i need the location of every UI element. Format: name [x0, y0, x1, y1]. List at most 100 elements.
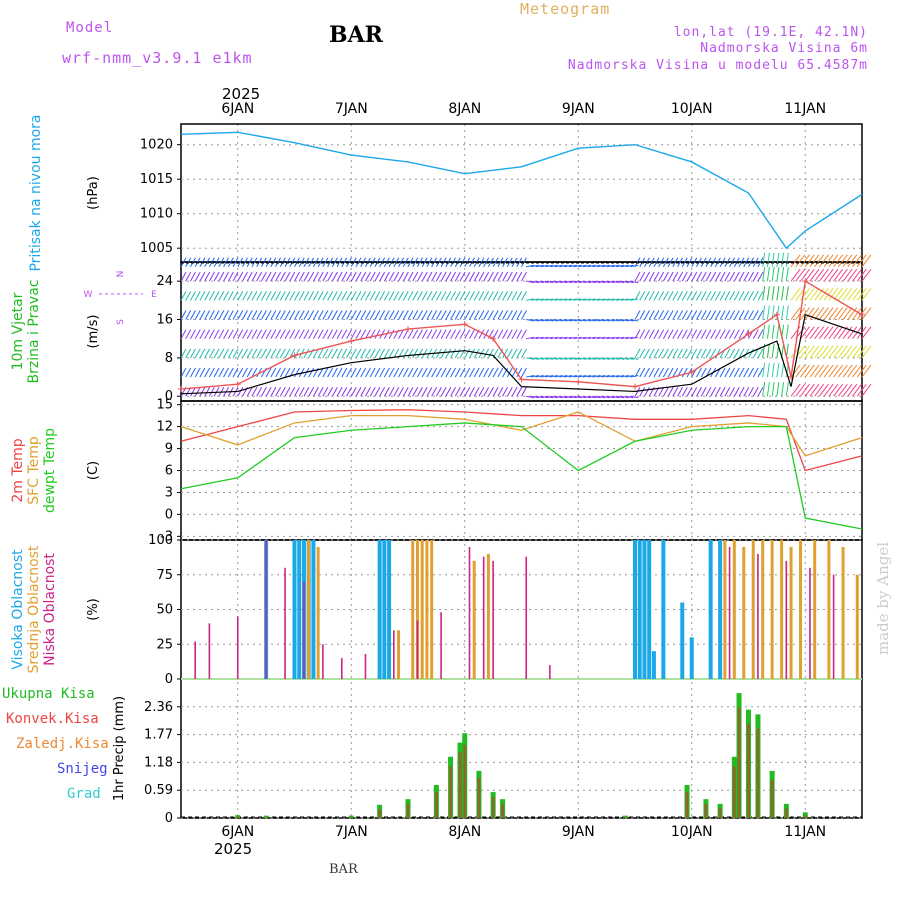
wind-arrow [658, 310, 665, 320]
wind-arrow [630, 264, 639, 268]
wind-arrow [327, 329, 334, 339]
wind-arrow [350, 257, 357, 268]
high-cloud-bar [689, 637, 694, 679]
wind-arrow [312, 291, 319, 301]
wind-arrow [705, 348, 712, 359]
wind-arrow [804, 268, 815, 282]
wind-arrow [639, 367, 646, 378]
wind-arrow [298, 386, 305, 397]
wind-arrow [379, 257, 386, 268]
day-label-top: 7JAN [335, 101, 368, 117]
wind-gust-marker [178, 386, 184, 393]
conv-precip-bar [449, 766, 453, 818]
wind-arrow [662, 271, 669, 282]
wind-arrow [724, 310, 731, 320]
wind-arrow [847, 254, 858, 268]
wind-arrow [587, 336, 596, 340]
wind-arrow [790, 383, 801, 397]
wind-arrow [597, 375, 606, 378]
mid-cloud-bar [723, 540, 727, 679]
wind-arrow [421, 310, 428, 320]
wind-arrow [573, 395, 582, 399]
wind-arrow [530, 280, 540, 284]
wind-arrow [294, 271, 300, 282]
wind-gust-marker [632, 383, 638, 390]
wind-arrow [502, 329, 509, 339]
low-cloud-bar [785, 560, 788, 679]
wind-arrow [738, 310, 745, 320]
wind-arrow [256, 367, 263, 378]
wind-arrow [653, 291, 660, 301]
wind-arrow [615, 319, 625, 322]
wind-arrow [336, 367, 343, 378]
low-cloud-bar [468, 546, 471, 679]
wind-arrow [540, 319, 549, 322]
wind-arrow [696, 310, 702, 320]
wind-arrow [331, 291, 338, 301]
wind-arrow [284, 386, 291, 397]
wind-arrow [365, 367, 371, 378]
wind-arrow [204, 329, 211, 339]
wind-arrow [696, 291, 702, 301]
wind-arrow [265, 310, 272, 320]
wind-arrow [464, 310, 471, 320]
wind-arrow [251, 367, 258, 378]
wind-arrow [492, 367, 499, 378]
conv-precip-bar [770, 780, 774, 818]
wind-arrow [809, 288, 820, 301]
wind-arrow [346, 291, 352, 301]
wind-arrow [757, 271, 764, 282]
wind-arrow [336, 329, 343, 339]
wind-arrow [582, 264, 592, 268]
wind-arrow [218, 291, 225, 301]
wind-arrow [563, 319, 573, 322]
wind-arrow [483, 271, 490, 282]
conv-precip-bar [406, 803, 410, 818]
y-axis-label: (m/s) [86, 315, 101, 349]
wind-arrow [639, 257, 646, 268]
wind-arrow [445, 291, 452, 301]
wind-arrow [828, 268, 839, 282]
wind-arrow [700, 271, 707, 282]
compass-w: W [84, 290, 93, 300]
wind-arrow [757, 310, 764, 320]
wind-arrow [776, 324, 780, 339]
low-cloud-bar [549, 665, 551, 679]
wind-arrow [365, 386, 371, 397]
wind-arrow [185, 367, 192, 378]
wind-gust-marker [745, 330, 752, 337]
wind-arrow [246, 257, 253, 268]
wind-arrow [545, 357, 554, 360]
compass-n: N [116, 271, 126, 278]
sfc-temp-line [180, 411, 863, 457]
wind-arrow [237, 367, 244, 378]
wind-arrow [696, 271, 702, 282]
wind-arrow [407, 329, 414, 339]
wind-arrow [714, 386, 721, 397]
wind-arrow [336, 386, 343, 397]
wind-arrow [492, 329, 499, 339]
wind-arrow [256, 329, 263, 339]
wind-arrow [662, 310, 669, 320]
compass-e: E [151, 290, 157, 300]
wind-arrow [270, 310, 277, 320]
wind-arrow [733, 271, 740, 282]
wind-arrow [521, 329, 527, 339]
wind-arrow [298, 329, 305, 339]
wind-arrow [454, 348, 461, 359]
wind-arrow [312, 310, 319, 320]
wind-arrow [724, 329, 731, 339]
wind-arrow [407, 348, 414, 359]
wind-arrow [511, 386, 518, 397]
wind-arrow [331, 271, 338, 282]
mid-cloud-bar [789, 546, 793, 679]
wind-arrow [549, 395, 558, 399]
conv-precip-bar [737, 707, 741, 818]
wind-arrow [611, 264, 620, 268]
total-precip-bar [263, 815, 269, 818]
wind-arrow [260, 348, 267, 359]
wind-arrow [317, 367, 324, 378]
wind-arrow [733, 329, 740, 339]
wind-arrow [545, 298, 554, 301]
wind-arrow [856, 288, 867, 301]
